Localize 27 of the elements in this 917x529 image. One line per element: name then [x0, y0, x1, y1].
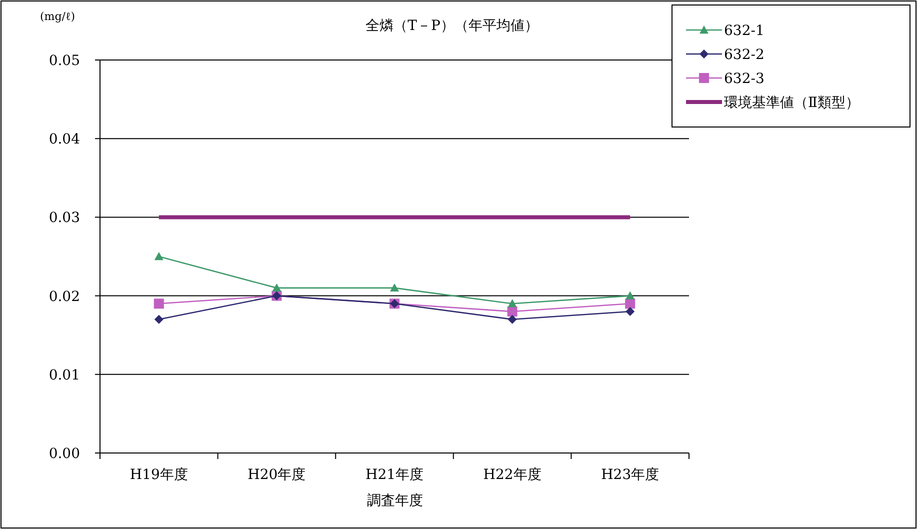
- x-axis-title: 調査年度: [367, 493, 423, 509]
- x-tick-label: H19年度: [130, 467, 188, 483]
- x-tick-label: H20年度: [248, 467, 306, 483]
- y-tick-label: 0.05: [48, 53, 80, 69]
- y-tick-label: 0.04: [48, 132, 80, 148]
- point: [626, 291, 635, 300]
- y-tick-label: 0.02: [48, 288, 80, 305]
- legend-label: 環境基準値（Ⅱ類型）: [724, 95, 860, 111]
- point: [154, 252, 164, 260]
- x-tick-label: H21年度: [365, 467, 424, 483]
- y-axis-title: (mg/ℓ): [40, 10, 76, 23]
- point: [154, 298, 164, 309]
- y-tick-label: 0.03: [48, 210, 80, 226]
- x-tick-label: H22年度: [483, 467, 542, 483]
- point: [508, 314, 517, 324]
- point: [508, 299, 517, 308]
- point: [626, 307, 635, 316]
- y-tick-label: 0.00: [48, 446, 80, 462]
- point: [390, 283, 399, 292]
- y-tick-label: 0.01: [48, 367, 80, 384]
- x-tick-label: H23年度: [601, 467, 660, 483]
- chart-title: 全燐（T－P）（年平均値）: [366, 18, 538, 34]
- legend-label: 632-1: [724, 23, 764, 39]
- point: [154, 314, 164, 324]
- point: [272, 283, 282, 292]
- legend-label: 632-3: [724, 71, 764, 87]
- legend-label: 632-2: [724, 47, 764, 63]
